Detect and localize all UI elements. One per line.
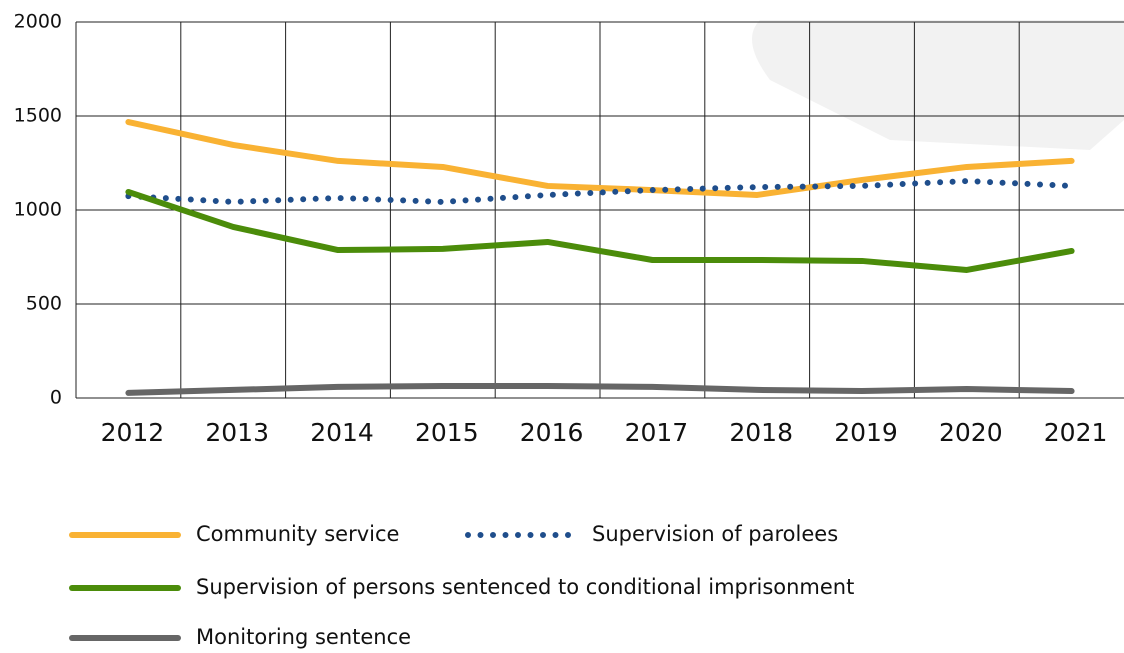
series-line bbox=[125, 119, 1075, 198]
x-tick-label: 2013 bbox=[205, 418, 269, 447]
y-tick-label: 2000 bbox=[14, 11, 62, 33]
legend-label: Supervision of persons sentenced to cond… bbox=[196, 575, 854, 599]
background-shape bbox=[752, 20, 1124, 150]
y-tick-label: 1500 bbox=[14, 105, 62, 127]
legend-label: Supervision of parolees bbox=[592, 522, 838, 546]
y-tick-label: 0 bbox=[50, 387, 62, 409]
series-line bbox=[125, 178, 1075, 205]
x-tick-label: 2012 bbox=[101, 418, 165, 447]
legend-label: Monitoring sentence bbox=[196, 625, 411, 649]
legend-label: Community service bbox=[196, 522, 399, 546]
x-tick-label: 2018 bbox=[729, 418, 793, 447]
y-tick-label: 500 bbox=[26, 293, 62, 315]
x-tick-label: 2020 bbox=[939, 418, 1003, 447]
x-tick-label: 2014 bbox=[310, 418, 374, 447]
x-tick-label: 2017 bbox=[625, 418, 689, 447]
x-tick-label: 2021 bbox=[1044, 418, 1108, 447]
y-tick-label: 1000 bbox=[14, 199, 62, 221]
x-tick-label: 2015 bbox=[415, 418, 479, 447]
series-line bbox=[125, 382, 1075, 396]
x-tick-label: 2016 bbox=[520, 418, 584, 447]
x-tick-label: 2019 bbox=[834, 418, 898, 447]
series-line bbox=[125, 188, 1075, 273]
